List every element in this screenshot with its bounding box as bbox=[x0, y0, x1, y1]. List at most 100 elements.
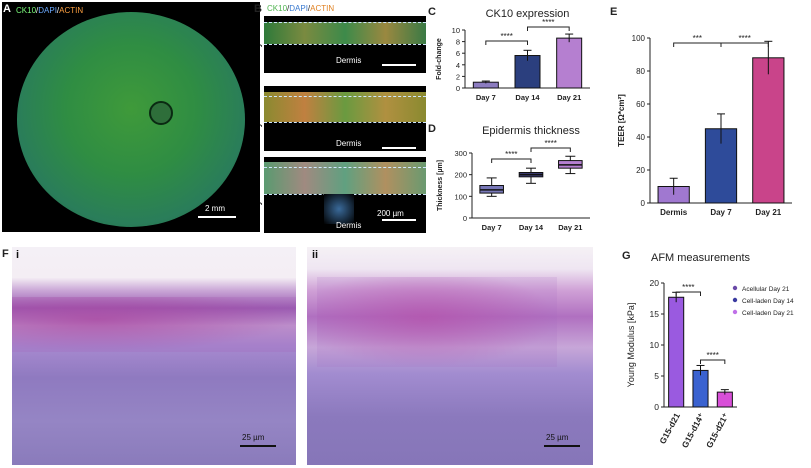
x-tick-label: Day 21 bbox=[755, 208, 781, 217]
significance-label: **** bbox=[542, 18, 554, 27]
x-tick-label: G15-d14⁺ bbox=[680, 411, 707, 450]
legend-label: Cell-laden Day 14 bbox=[742, 298, 794, 305]
x-tick-label: Dermis bbox=[660, 208, 688, 217]
histology-image-i: i 25 µm bbox=[12, 247, 296, 465]
y-tick-label: 0 bbox=[456, 84, 460, 93]
panel-label-d: D bbox=[428, 123, 436, 135]
epidermis-layer bbox=[264, 22, 426, 44]
y-tick-label: 100 bbox=[454, 192, 467, 201]
disc-hole-marker bbox=[149, 101, 173, 125]
x-tick-label: Day 21 bbox=[557, 93, 581, 102]
panel-label-c: C bbox=[428, 6, 436, 18]
stain-legend-b: CK10/DAPI/ACTIN bbox=[267, 4, 334, 13]
bar bbox=[692, 369, 709, 408]
day-label-b1: Day 7 bbox=[252, 33, 263, 60]
y-tick-label: 200 bbox=[454, 171, 467, 180]
y-axis-label: Fold-change bbox=[436, 38, 443, 80]
chart-afm-measurements: AFM measurements 0 5 10 15 20 Young Modulus [k… bbox=[626, 252, 794, 450]
y-axis-label: Thickness [µm] bbox=[437, 160, 444, 211]
chart-title: CK10 expression bbox=[486, 8, 570, 20]
y-tick-label: 15 bbox=[650, 309, 660, 319]
y-tick-label: 2 bbox=[456, 72, 460, 81]
chart-title: Epidermis thickness bbox=[482, 125, 580, 137]
chart-ck10-expression: CK10 expression 0 2 4 6 8 10 Fold-change Day 7 Da… bbox=[436, 8, 590, 102]
significance-label: *** bbox=[693, 34, 702, 43]
stain-sep: / bbox=[287, 4, 290, 13]
epidermis-layer bbox=[264, 92, 426, 122]
y-tick-label: 0 bbox=[463, 214, 467, 223]
stain-actin: ACTIN bbox=[310, 4, 335, 13]
sub-label-i: i bbox=[16, 249, 20, 261]
tissue-disc bbox=[17, 12, 245, 227]
y-tick-label: 4 bbox=[456, 61, 460, 70]
chart-epidermis-thickness: Epidermis thickness 0 100 200 300 Thickness [… bbox=[437, 125, 590, 232]
y-tick-label: 8 bbox=[456, 38, 460, 47]
scale-label-fii: 25 µm bbox=[546, 433, 569, 442]
significance-bracket bbox=[530, 147, 571, 152]
cell-cluster bbox=[324, 194, 354, 224]
stain-dapi: DAPI bbox=[38, 6, 57, 15]
scale-bar-b1 bbox=[382, 64, 416, 66]
dashed-boundary-bottom bbox=[264, 44, 426, 45]
bar bbox=[752, 57, 785, 204]
significance-bracket bbox=[485, 40, 528, 45]
legend-label: Acellular Day 21 bbox=[742, 286, 790, 293]
scale-bar-fi bbox=[240, 445, 276, 447]
significance-bracket bbox=[675, 291, 701, 296]
legend-label: Cell-laden Day 21 bbox=[742, 310, 794, 317]
dashed-boundary-top bbox=[264, 96, 426, 97]
scale-label-b: 200 µm bbox=[377, 209, 404, 218]
scale-bar-b2 bbox=[382, 147, 416, 149]
stain-legend-a: CK10/DAPI/ACTIN bbox=[16, 6, 83, 15]
scale-bar-fii bbox=[544, 445, 580, 447]
chart-title: AFM measurements bbox=[651, 252, 751, 264]
x-tick-label: Day 21 bbox=[558, 223, 582, 232]
significance-label: **** bbox=[706, 351, 718, 360]
y-tick-label: 0 bbox=[654, 402, 659, 412]
significance-label: **** bbox=[682, 283, 694, 292]
significance-label: **** bbox=[500, 32, 512, 41]
legend-marker bbox=[732, 285, 738, 291]
significance-bracket bbox=[700, 359, 726, 364]
histology-image-ii: ii 25 µm bbox=[307, 247, 593, 465]
epidermis-stain bbox=[12, 297, 296, 352]
stain-actin: ACTIN bbox=[59, 6, 84, 15]
x-tick-label: Day 7 bbox=[482, 223, 502, 232]
day-label-b3: Day 21 bbox=[252, 186, 263, 218]
significance-label: **** bbox=[544, 139, 556, 148]
x-tick-label: Day 14 bbox=[515, 93, 540, 102]
y-tick-label: 100 bbox=[632, 34, 646, 43]
x-tick-label: Day 7 bbox=[476, 93, 496, 102]
panel-label-e: E bbox=[610, 6, 618, 18]
y-tick-label: 60 bbox=[636, 100, 645, 109]
y-tick-label: 0 bbox=[641, 199, 646, 208]
sub-label-ii: ii bbox=[312, 249, 319, 261]
dashed-boundary-bottom bbox=[264, 122, 426, 123]
stain-ck10: CK10 bbox=[267, 4, 288, 13]
bar bbox=[668, 296, 685, 408]
x-tick-label: G15-d21⁺ bbox=[704, 411, 731, 450]
y-tick-label: 300 bbox=[454, 149, 467, 158]
y-tick-label: 5 bbox=[654, 371, 659, 381]
x-tick-label: Day 7 bbox=[710, 208, 732, 217]
epidermis-stain bbox=[317, 277, 557, 367]
y-tick-label: 6 bbox=[456, 49, 460, 58]
x-tick-label: G15-d21 bbox=[657, 411, 682, 446]
stain-sep: / bbox=[36, 6, 39, 15]
stain-dapi: DAPI bbox=[289, 4, 308, 13]
panel-label-g: G bbox=[622, 250, 631, 262]
dermis-label-1: Dermis bbox=[336, 56, 362, 65]
significance-bracket bbox=[527, 26, 570, 31]
stain-sep: / bbox=[307, 4, 311, 13]
confocal-topview-image: CK10/DAPI/ACTIN 2 mm bbox=[2, 2, 260, 232]
stain-ck10: CK10 bbox=[16, 6, 37, 15]
scale-label-fi: 25 µm bbox=[242, 433, 265, 442]
significance-bracket bbox=[491, 158, 532, 163]
y-tick-label: 40 bbox=[636, 133, 645, 142]
significance-label: **** bbox=[738, 34, 750, 43]
scale-label-a: 2 mm bbox=[205, 204, 225, 213]
bar bbox=[556, 37, 583, 89]
y-tick-label: 20 bbox=[650, 278, 660, 288]
panel-label-b: B bbox=[254, 3, 262, 15]
x-tick-label: Day 14 bbox=[519, 223, 544, 232]
